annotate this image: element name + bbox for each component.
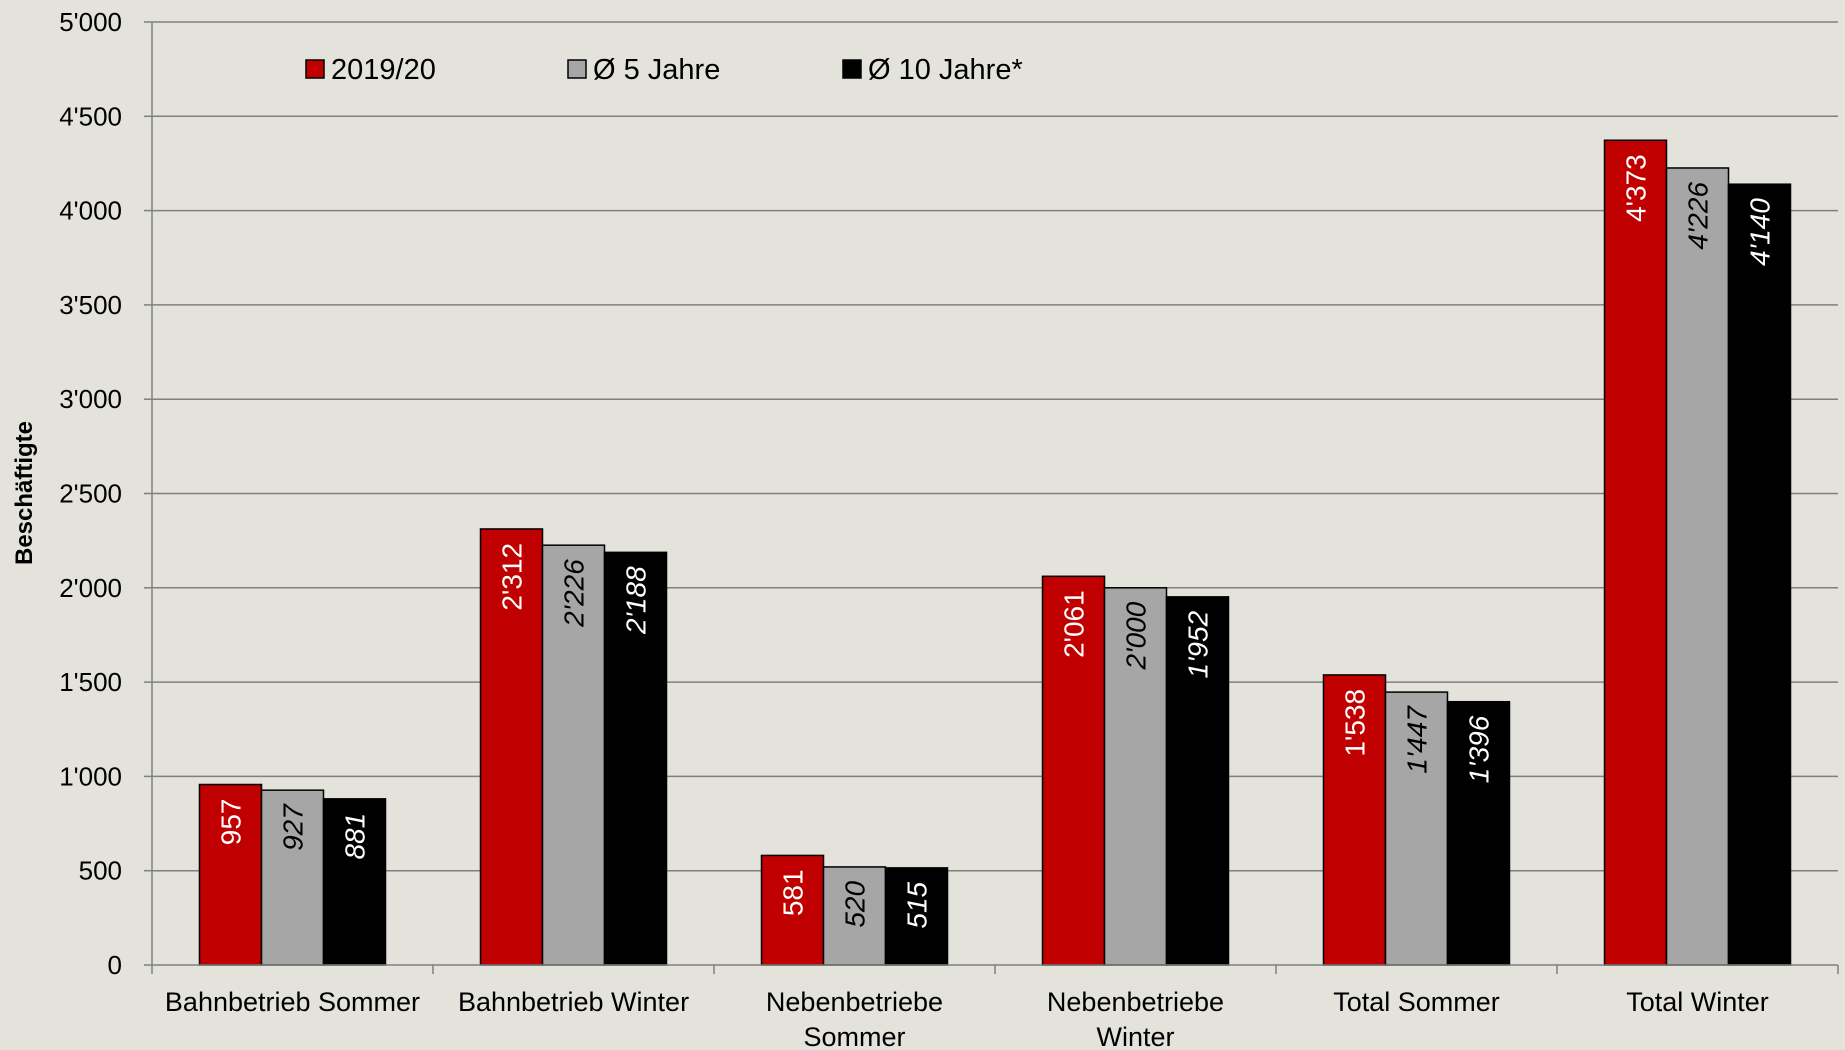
data-label: 4'226 [1683,182,1714,250]
y-tick-label: 1'000 [59,761,122,791]
data-label: 4'373 [1621,154,1652,222]
bar [1103,587,1168,966]
y-tick-label: 500 [79,856,122,886]
y-tick-label: 4'500 [59,101,122,131]
legend-label: Ø 10 Jahre* [868,54,1023,86]
data-label: 4'140 [1745,198,1776,266]
y-tick-label: 3'000 [59,384,122,414]
bars: 957 2'312 581 2'061 1'538 4'373 927 2'226 520 2'0… [198,139,1792,966]
bar [1727,183,1792,966]
x-axis-category-labels: Bahnbetrieb Sommer Bahnbetrieb Winter Nebe… [165,987,1769,1050]
y-axis-tick-labels: 0 500 1'000 1'500 2'000 2'500 3'000 3'500 4'000 4… [59,7,122,980]
y-tick-label: 1'500 [59,667,122,697]
x-category-label: Winter [1096,1022,1174,1050]
y-axis-label: Beschäftigte [11,421,38,565]
legend-swatch [567,59,587,79]
legend-swatch [842,59,862,79]
y-tick-label: 3'500 [59,290,122,320]
bar [479,528,544,966]
data-label: 2'061 [1059,590,1090,658]
data-label: 520 [840,881,871,928]
bar [1603,139,1668,966]
bar [884,867,949,966]
axes [144,21,1839,974]
y-tick-label: 4'000 [59,196,122,226]
x-category-label: Bahnbetrieb Sommer [165,987,420,1017]
x-category-label: Sommer [803,1022,905,1050]
legend-label: 2019/20 [331,54,436,86]
y-tick-label: 0 [108,950,122,980]
legend-swatch [305,59,325,79]
x-category-label: Bahnbetrieb Winter [458,987,689,1017]
data-label: 1'952 [1183,610,1214,678]
x-category-label: Nebenbetriebe [1047,987,1224,1017]
y-tick-label: 5'000 [59,7,122,37]
bar [322,798,387,966]
data-label: 581 [778,869,809,916]
gridlines [152,21,1838,872]
bar [603,551,668,966]
bar [1665,167,1730,966]
y-tick-label: 2'500 [59,479,122,509]
bar [1165,596,1230,966]
data-label: 1'396 [1464,715,1495,783]
data-label: 957 [216,799,247,846]
data-label: 2'312 [497,543,528,611]
data-label: 2'000 [1121,601,1152,670]
bar [1446,700,1511,966]
y-tick-label: 2'000 [59,573,122,603]
data-label: 927 [278,803,309,851]
bar [1322,674,1387,966]
bar [1041,575,1106,966]
bar [260,789,325,966]
x-category-label: Total Sommer [1333,987,1500,1017]
data-label: 1'447 [1402,705,1433,774]
bar [1384,691,1449,966]
data-label: 1'538 [1340,689,1371,757]
bar [541,544,606,966]
data-label: 2'188 [621,566,652,635]
data-label: 881 [340,813,371,860]
legend: 2019/20 Ø 5 Jahre Ø 10 Jahre* [305,54,1023,86]
x-category-label: Nebenbetriebe [766,987,943,1017]
data-label: 2'226 [559,559,590,628]
data-label: 515 [902,881,933,928]
x-category-label: Total Winter [1626,987,1769,1017]
legend-label: Ø 5 Jahre [593,54,720,86]
